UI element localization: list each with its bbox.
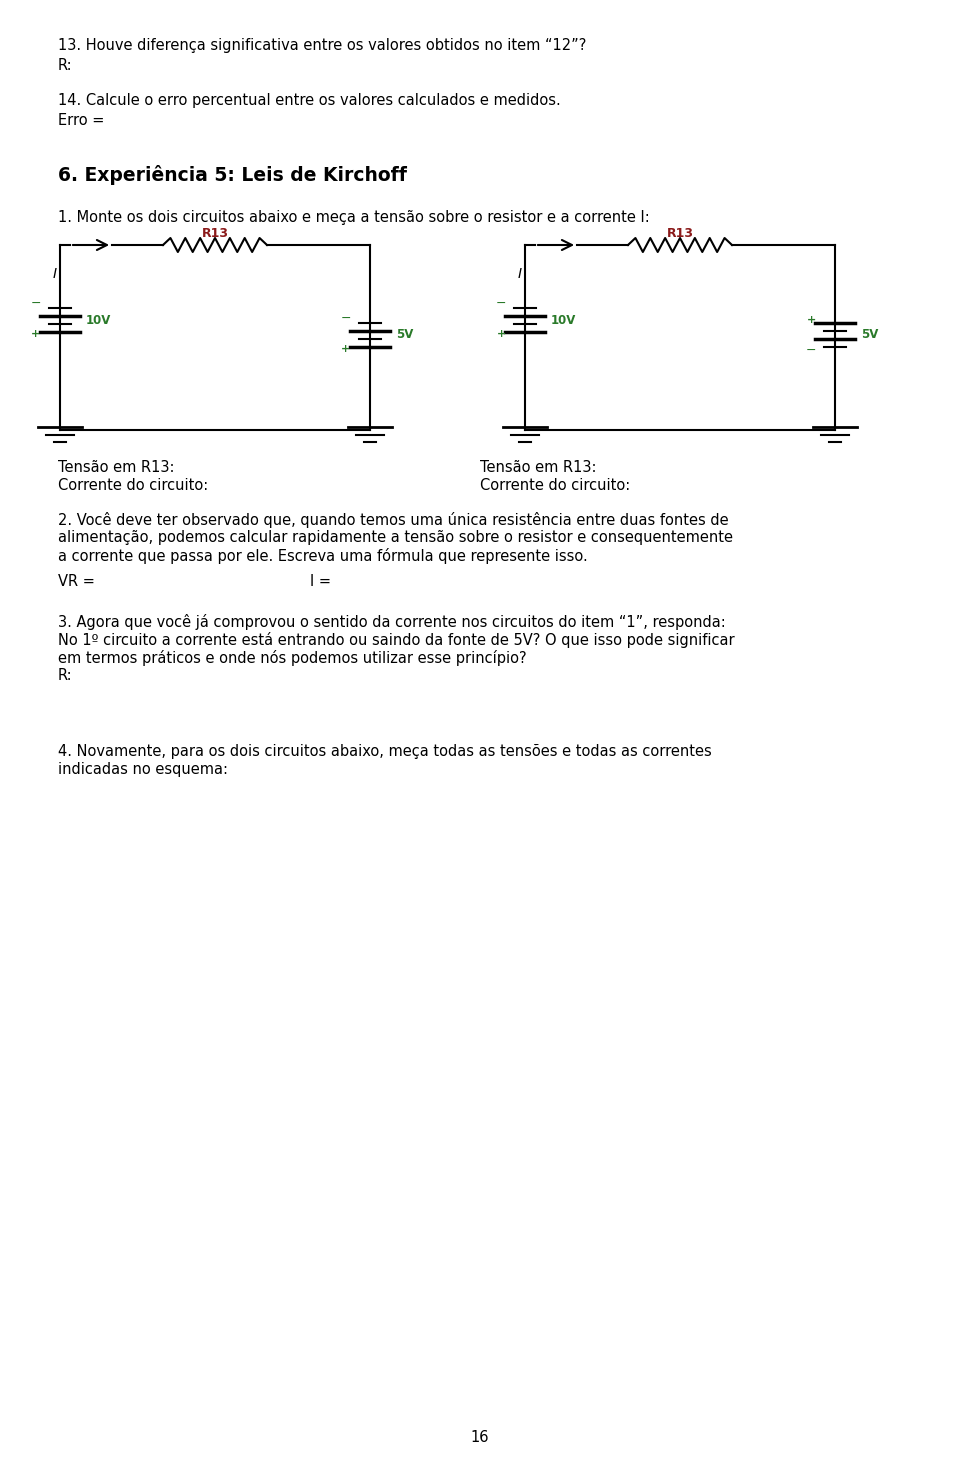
Text: −: − [31, 296, 41, 310]
Text: −: − [495, 296, 506, 310]
Text: +: + [806, 315, 816, 326]
Text: 3. Agora que você já comprovou o sentido da corrente nos circuitos do item “1”, : 3. Agora que você já comprovou o sentido… [58, 615, 726, 631]
Text: R13: R13 [202, 226, 228, 239]
Text: 1. Monte os dois circuitos abaixo e meça a tensão sobre o resistor e a corrente : 1. Monte os dois circuitos abaixo e meça… [58, 210, 650, 225]
Text: +: + [496, 328, 506, 339]
Text: 14. Calcule o erro percentual entre os valores calculados e medidos.: 14. Calcule o erro percentual entre os v… [58, 93, 561, 108]
Text: indicadas no esquema:: indicadas no esquema: [58, 762, 228, 777]
Text: 2. Você deve ter observado que, quando temos uma única resistência entre duas fo: 2. Você deve ter observado que, quando t… [58, 512, 729, 529]
Text: 4. Novamente, para os dois circuitos abaixo, meça todas as tensões e todas as co: 4. Novamente, para os dois circuitos aba… [58, 745, 711, 759]
Text: a corrente que passa por ele. Escreva uma fórmula que represente isso.: a corrente que passa por ele. Escreva um… [58, 548, 588, 564]
Text: R:: R: [58, 669, 73, 683]
Text: 16: 16 [470, 1429, 490, 1445]
Text: 5V: 5V [396, 328, 414, 342]
Text: +: + [32, 328, 40, 339]
Text: I: I [53, 267, 57, 280]
Text: −: − [805, 345, 816, 358]
Text: 10V: 10V [86, 314, 111, 327]
Text: Tensão em R13:: Tensão em R13: [480, 460, 596, 474]
Text: +: + [342, 345, 350, 353]
Text: Corrente do circuito:: Corrente do circuito: [58, 477, 208, 493]
Text: Tensão em R13:: Tensão em R13: [58, 460, 175, 474]
Text: 10V: 10V [551, 314, 576, 327]
Text: VR =: VR = [58, 574, 95, 588]
Text: 13. Houve diferença significativa entre os valores obtidos no item “12”?: 13. Houve diferença significativa entre … [58, 38, 587, 53]
Text: 5V: 5V [861, 328, 878, 342]
Text: R13: R13 [666, 226, 693, 239]
Text: R:: R: [58, 58, 73, 73]
Text: No 1º circuito a corrente está entrando ou saindo da fonte de 5V? O que isso pod: No 1º circuito a corrente está entrando … [58, 632, 734, 648]
Text: Corrente do circuito:: Corrente do circuito: [480, 477, 631, 493]
Text: em termos práticos e onde nós podemos utilizar esse princípio?: em termos práticos e onde nós podemos ut… [58, 650, 527, 666]
Text: 6. Experiência 5: Leis de Kirchoff: 6. Experiência 5: Leis de Kirchoff [58, 165, 407, 185]
Text: −: − [341, 312, 351, 326]
Text: I =: I = [310, 574, 331, 588]
Text: Erro =: Erro = [58, 112, 105, 128]
Text: I: I [518, 267, 522, 280]
Text: alimentação, podemos calcular rapidamente a tensão sobre o resistor e consequent: alimentação, podemos calcular rapidament… [58, 530, 733, 545]
